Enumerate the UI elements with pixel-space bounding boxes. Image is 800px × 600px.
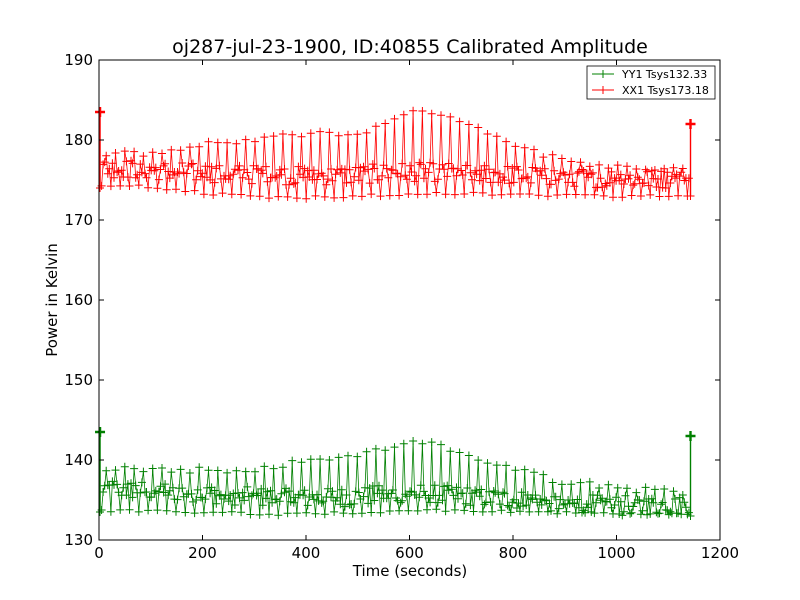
legend-marker-yy1 <box>599 70 607 78</box>
plus-markers <box>96 428 695 520</box>
x-tick-label: 200 <box>188 544 217 562</box>
y-tick-label: 170 <box>64 211 93 229</box>
legend-entry-xx1: XX1 Tsys173.18 <box>592 84 709 97</box>
y-tick-label: 190 <box>64 51 93 69</box>
spike-marker <box>95 427 106 437</box>
y-tick-label: 180 <box>64 131 93 149</box>
y-tick-label: 140 <box>64 451 93 469</box>
legend: YY1 Tsys132.33 XX1 Tsys173.18 <box>586 65 716 100</box>
x-tick-label: 400 <box>292 544 321 562</box>
spike-marker <box>685 119 696 129</box>
y-axis-label: Power in Kelvin <box>43 243 61 357</box>
x-tick-label: 1200 <box>701 544 739 562</box>
series-layer <box>95 106 696 520</box>
spike-marker <box>685 431 696 441</box>
x-tick-label: 600 <box>395 544 424 562</box>
series-1 <box>95 106 696 203</box>
plus-markers <box>96 106 695 203</box>
y-tick-label: 150 <box>64 371 93 389</box>
x-tick-label: 0 <box>94 544 104 562</box>
legend-marker-xx1 <box>599 86 607 94</box>
legend-label-xx1: XX1 Tsys173.18 <box>622 84 709 97</box>
y-tick-label: 160 <box>64 291 93 309</box>
ticks-layer: 0 200 400 600 800 1000 1200 130 140 150 160 170 180 1… <box>64 51 739 562</box>
legend-entry-yy1: YY1 Tsys132.33 <box>592 68 707 81</box>
x-tick-label: 1000 <box>597 544 635 562</box>
series-0 <box>95 427 696 520</box>
legend-label-yy1: YY1 Tsys132.33 <box>621 68 707 81</box>
x-tick-label: 800 <box>499 544 528 562</box>
legend-box <box>586 65 716 100</box>
y-tick-label: 130 <box>64 531 93 549</box>
chart-title: oj287-jul-23-1900, ID:40855 Calibrated A… <box>172 36 648 58</box>
spike-marker <box>95 107 106 117</box>
x-axis-label: Time (seconds) <box>352 562 468 580</box>
